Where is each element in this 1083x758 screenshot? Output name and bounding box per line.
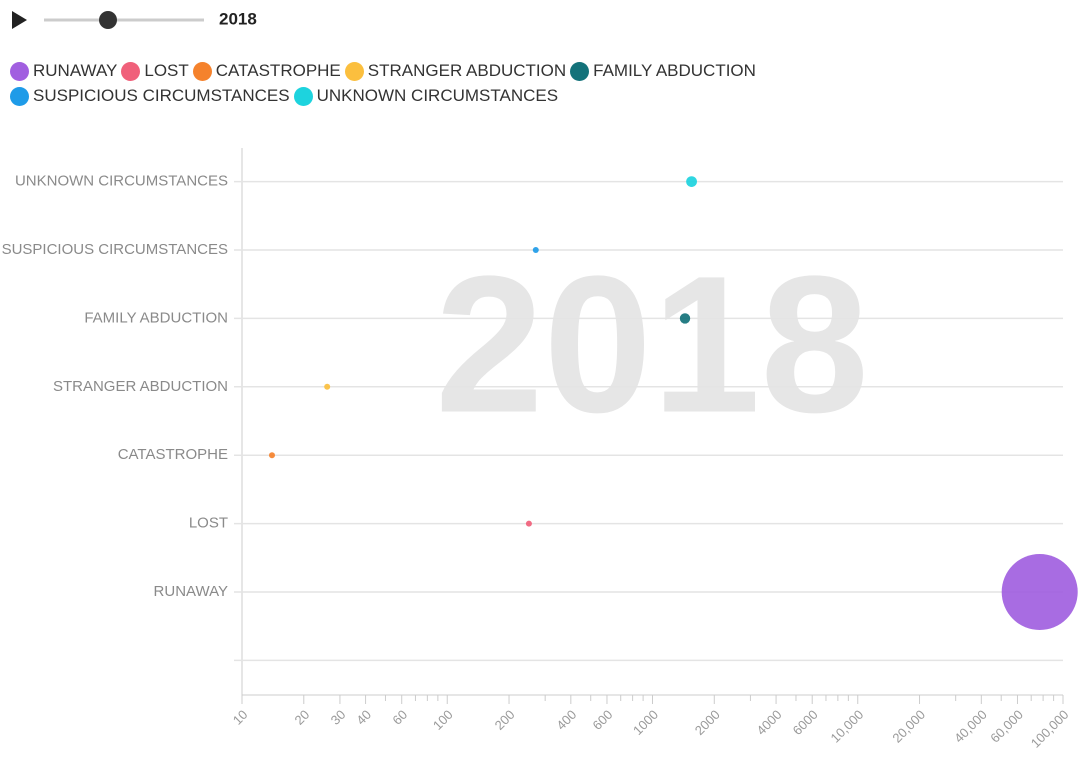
legend-swatch: [344, 61, 364, 81]
legend-item[interactable]: LOST: [121, 60, 189, 82]
y-tick-label: STRANGER ABDUCTION: [53, 378, 228, 395]
play-button[interactable]: [12, 11, 27, 29]
legend-item[interactable]: RUNAWAY: [10, 60, 117, 82]
legend-label: LOST: [144, 61, 189, 80]
legend-swatch: [570, 61, 590, 81]
legend: RUNAWAY LOST CATASTROPHE STRANGER ABDUCTION…: [10, 60, 1020, 107]
bubble: [324, 383, 331, 390]
legend-swatch: [121, 61, 141, 81]
slider-knob[interactable]: [99, 11, 117, 29]
x-tick-label: 2000: [692, 707, 723, 738]
x-tick-label: 600: [590, 707, 616, 733]
bubble: [686, 176, 697, 187]
x-tick-label: 1000: [630, 707, 661, 738]
bubble: [679, 313, 691, 324]
legend-label: STRANGER ABDUCTION: [367, 61, 567, 80]
y-tick-label: CATASTROPHE: [118, 446, 228, 463]
legend-item[interactable]: STRANGER ABDUCTION: [344, 60, 567, 82]
legend-label: CATASTROPHE: [215, 61, 341, 80]
x-tick-label: 6000: [790, 707, 821, 738]
bubble: [532, 247, 539, 253]
bubble: [1001, 553, 1078, 631]
legend-label: FAMILY ABDUCTION: [593, 61, 756, 80]
legend-swatch: [10, 86, 29, 106]
legend-swatch: [192, 61, 212, 81]
year-watermark: 2018: [435, 236, 869, 454]
slider-year: 2018: [219, 9, 257, 28]
x-tick-label: 10: [230, 707, 251, 728]
legend-label: RUNAWAY: [33, 61, 118, 80]
y-tick-label: UNKNOWN CIRCUMSTANCES: [15, 173, 228, 190]
x-tick-label: 40: [353, 707, 374, 728]
legend-item[interactable]: FAMILY ABDUCTION: [570, 60, 756, 82]
legend-item[interactable]: CATASTROPHE: [192, 60, 341, 82]
legend-label: UNKNOWN CIRCUMSTANCES: [316, 86, 559, 105]
y-tick-label: SUSPICIOUS CIRCUMSTANCES: [2, 241, 228, 258]
legend-swatch: [293, 86, 313, 106]
x-tick-label: 20,000: [889, 707, 928, 746]
x-tick-label: 4000: [754, 707, 785, 738]
bubble: [268, 452, 275, 459]
y-tick-label: FAMILY ABDUCTION: [84, 309, 228, 326]
x-tick-label: 60,000: [987, 707, 1026, 746]
y-tick-label: RUNAWAY: [154, 583, 228, 600]
y-tick-label: LOST: [189, 515, 228, 532]
x-tick-label: 60: [389, 707, 410, 728]
x-tick-label: 100,000: [1028, 707, 1072, 751]
x-tick-label: 400: [553, 707, 579, 733]
legend-label: SUSPICIOUS CIRCUMSTANCES: [33, 86, 290, 105]
x-tick-label: 20: [292, 707, 313, 728]
legend-item[interactable]: SUSPICIOUS CIRCUMSTANCES: [10, 85, 290, 107]
legend-item[interactable]: UNKNOWN CIRCUMSTANCES: [293, 85, 559, 107]
legend-swatch: [10, 61, 29, 81]
bubble: [525, 520, 532, 527]
x-tick-label: 200: [492, 707, 518, 733]
x-tick-label: 10,000: [828, 707, 867, 746]
x-tick-label: 30: [328, 707, 349, 728]
x-tick-label: 40,000: [951, 707, 990, 746]
x-tick-label: 100: [430, 707, 456, 733]
